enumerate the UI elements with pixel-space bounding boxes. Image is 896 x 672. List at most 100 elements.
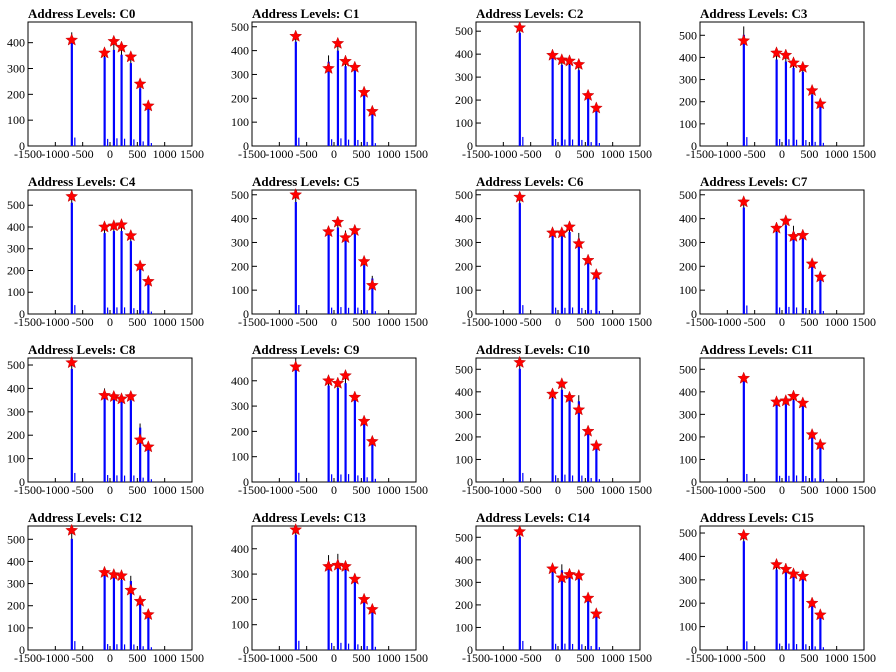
bar [551,572,554,650]
y-tick-label: 100 [679,452,697,466]
bar [792,231,795,314]
peak-star-icon [133,259,147,272]
peak-star-icon [581,253,595,266]
x-tick-label: -1000 [41,483,69,497]
bar-shoulder [331,307,333,314]
peak-star-icon [348,572,362,585]
plot-frame [699,357,865,483]
bar-shoulder [522,305,524,314]
x-tick-label: -1000 [265,147,293,161]
bar-shoulder [357,644,359,650]
bar-shoulder [571,139,574,146]
bar-shoulder [746,305,748,314]
y-tick-label: 300 [231,399,249,413]
bar [70,368,73,482]
bar [139,602,142,650]
plot-frame [475,525,641,651]
bar [801,578,804,650]
plot-frame [475,357,641,483]
y-tick-label: 200 [231,424,249,438]
peak-star-icon [787,56,800,69]
peak-star-icon [796,569,810,582]
y-tick-label: 500 [231,188,249,202]
y-tick-label: 0 [19,643,25,657]
peak-star-icon [796,396,810,409]
bar [551,234,554,314]
x-tick-label: 500 [576,315,594,329]
bar [811,94,814,146]
chart-panel: Address Levels: C10 0 100 200 300 400 500 -1500… [455,342,652,497]
bar [294,366,297,482]
bar [784,404,788,482]
peak-star-icon [98,46,111,59]
y-tick-label: 300 [679,235,697,249]
chart-title: Address Levels: C3 [700,6,808,21]
y-tick-label: 300 [7,405,25,419]
bar [742,34,745,147]
bar [139,88,142,146]
bar [363,600,366,650]
bar [595,276,598,314]
peak-star-icon [357,254,371,268]
peak-star-icon [779,214,793,227]
bar [129,241,132,314]
peak-star-icon [770,557,783,571]
y-tick-label: 0 [691,139,697,153]
peak-star-icon [124,583,138,596]
x-tick-label: -1000 [713,147,741,161]
x-tick-label: 500 [576,651,594,665]
peak-star-icon [331,215,345,228]
peak-star-icon [737,195,751,208]
x-tick-label: -500 [296,147,318,161]
bar [353,399,356,482]
plot-frame [699,21,865,147]
bar-shoulder [340,307,342,314]
bar [577,70,580,146]
y-tick-label: 400 [455,212,473,226]
peak-star-icon [770,221,783,234]
bar-shoulder [374,143,376,146]
bar [775,404,778,482]
x-tick-label: 500 [128,315,146,329]
chart-title: Address Levels: C5 [252,174,360,189]
peak-star-icon [555,377,569,390]
chart-title: Address Levels: C13 [252,510,366,525]
chart-panel: Address Levels: C70100200300400500-1500-… [679,174,876,329]
bar-shoulder [746,137,748,146]
bar-shoulder [814,478,816,482]
x-tick-label: -1500 [14,315,42,329]
bar [811,265,814,314]
bar-shoulder [788,475,790,482]
chart-panel: Address Levels: C13 0 100 200 300 400 -1500 -10… [231,510,428,665]
bar [147,447,150,482]
y-tick-label: 500 [679,28,697,42]
peak-star-icon [572,236,586,250]
bar [371,609,374,650]
bar-shoulder [116,644,118,650]
bar [560,389,564,482]
bar-shoulder [142,646,144,650]
bar-shoulder [74,472,76,482]
x-tick-label: 1500 [180,147,204,161]
bar-shoulder [598,310,600,314]
x-tick-label: -1000 [713,315,741,329]
y-tick-label: 300 [455,70,473,84]
peak-star-icon [581,88,595,101]
bar [120,579,123,650]
x-tick-label: -1000 [489,483,517,497]
x-tick-label: 500 [800,483,818,497]
y-tick-label: 400 [455,47,473,61]
peak-star-icon [365,602,379,615]
peak-star-icon [357,414,371,427]
bar [103,233,106,314]
bar [819,444,822,482]
x-tick-label: 500 [576,147,594,161]
peak-star-icon [563,54,576,67]
y-tick-label: 300 [7,577,25,591]
chart-panel: Address Levels: C20100200300400500-1500-… [455,6,652,161]
y-tick-label: 0 [19,475,25,489]
x-tick-label: 0 [331,483,337,497]
bar-shoulder [142,141,144,146]
bar-shoulder [150,143,152,146]
bar [371,441,374,482]
